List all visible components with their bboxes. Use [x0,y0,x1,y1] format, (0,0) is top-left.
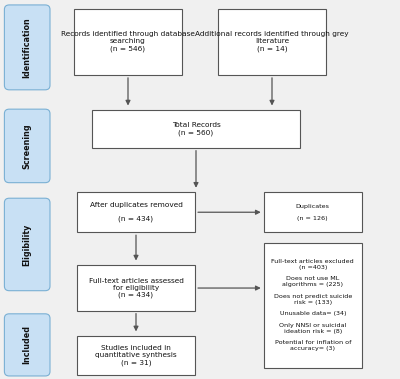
Text: Full-text articles excluded
(n =403)

Does not use ML
algorithms = (225)

Does n: Full-text articles excluded (n =403) Doe… [272,259,354,351]
FancyBboxPatch shape [264,243,362,368]
FancyBboxPatch shape [4,314,50,376]
Text: Additional records identified through grey
literature
(n = 14): Additional records identified through gr… [195,31,349,52]
FancyBboxPatch shape [218,8,326,75]
Text: Duplicates

(n = 126): Duplicates (n = 126) [296,204,330,221]
FancyBboxPatch shape [264,193,362,232]
Text: Total Records
(n = 560): Total Records (n = 560) [172,122,220,136]
Text: Identification: Identification [23,17,32,78]
FancyBboxPatch shape [74,8,182,75]
Text: Full-text articles assessed
for eligibility
(n = 434): Full-text articles assessed for eligibil… [88,278,184,298]
FancyBboxPatch shape [4,5,50,90]
FancyBboxPatch shape [92,110,300,148]
FancyBboxPatch shape [77,336,195,375]
Text: Screening: Screening [23,123,32,169]
FancyBboxPatch shape [77,193,195,232]
Text: Studies included in
quantitative synthesis
(n = 31): Studies included in quantitative synthes… [95,345,177,366]
FancyBboxPatch shape [4,198,50,291]
Text: Records identified through database
searching
(n = 546): Records identified through database sear… [61,31,195,52]
Text: Eligibility: Eligibility [23,223,32,266]
Text: After duplicates removed

(n = 434): After duplicates removed (n = 434) [90,202,182,222]
FancyBboxPatch shape [77,265,195,311]
FancyBboxPatch shape [4,109,50,183]
Text: Included: Included [23,326,32,364]
